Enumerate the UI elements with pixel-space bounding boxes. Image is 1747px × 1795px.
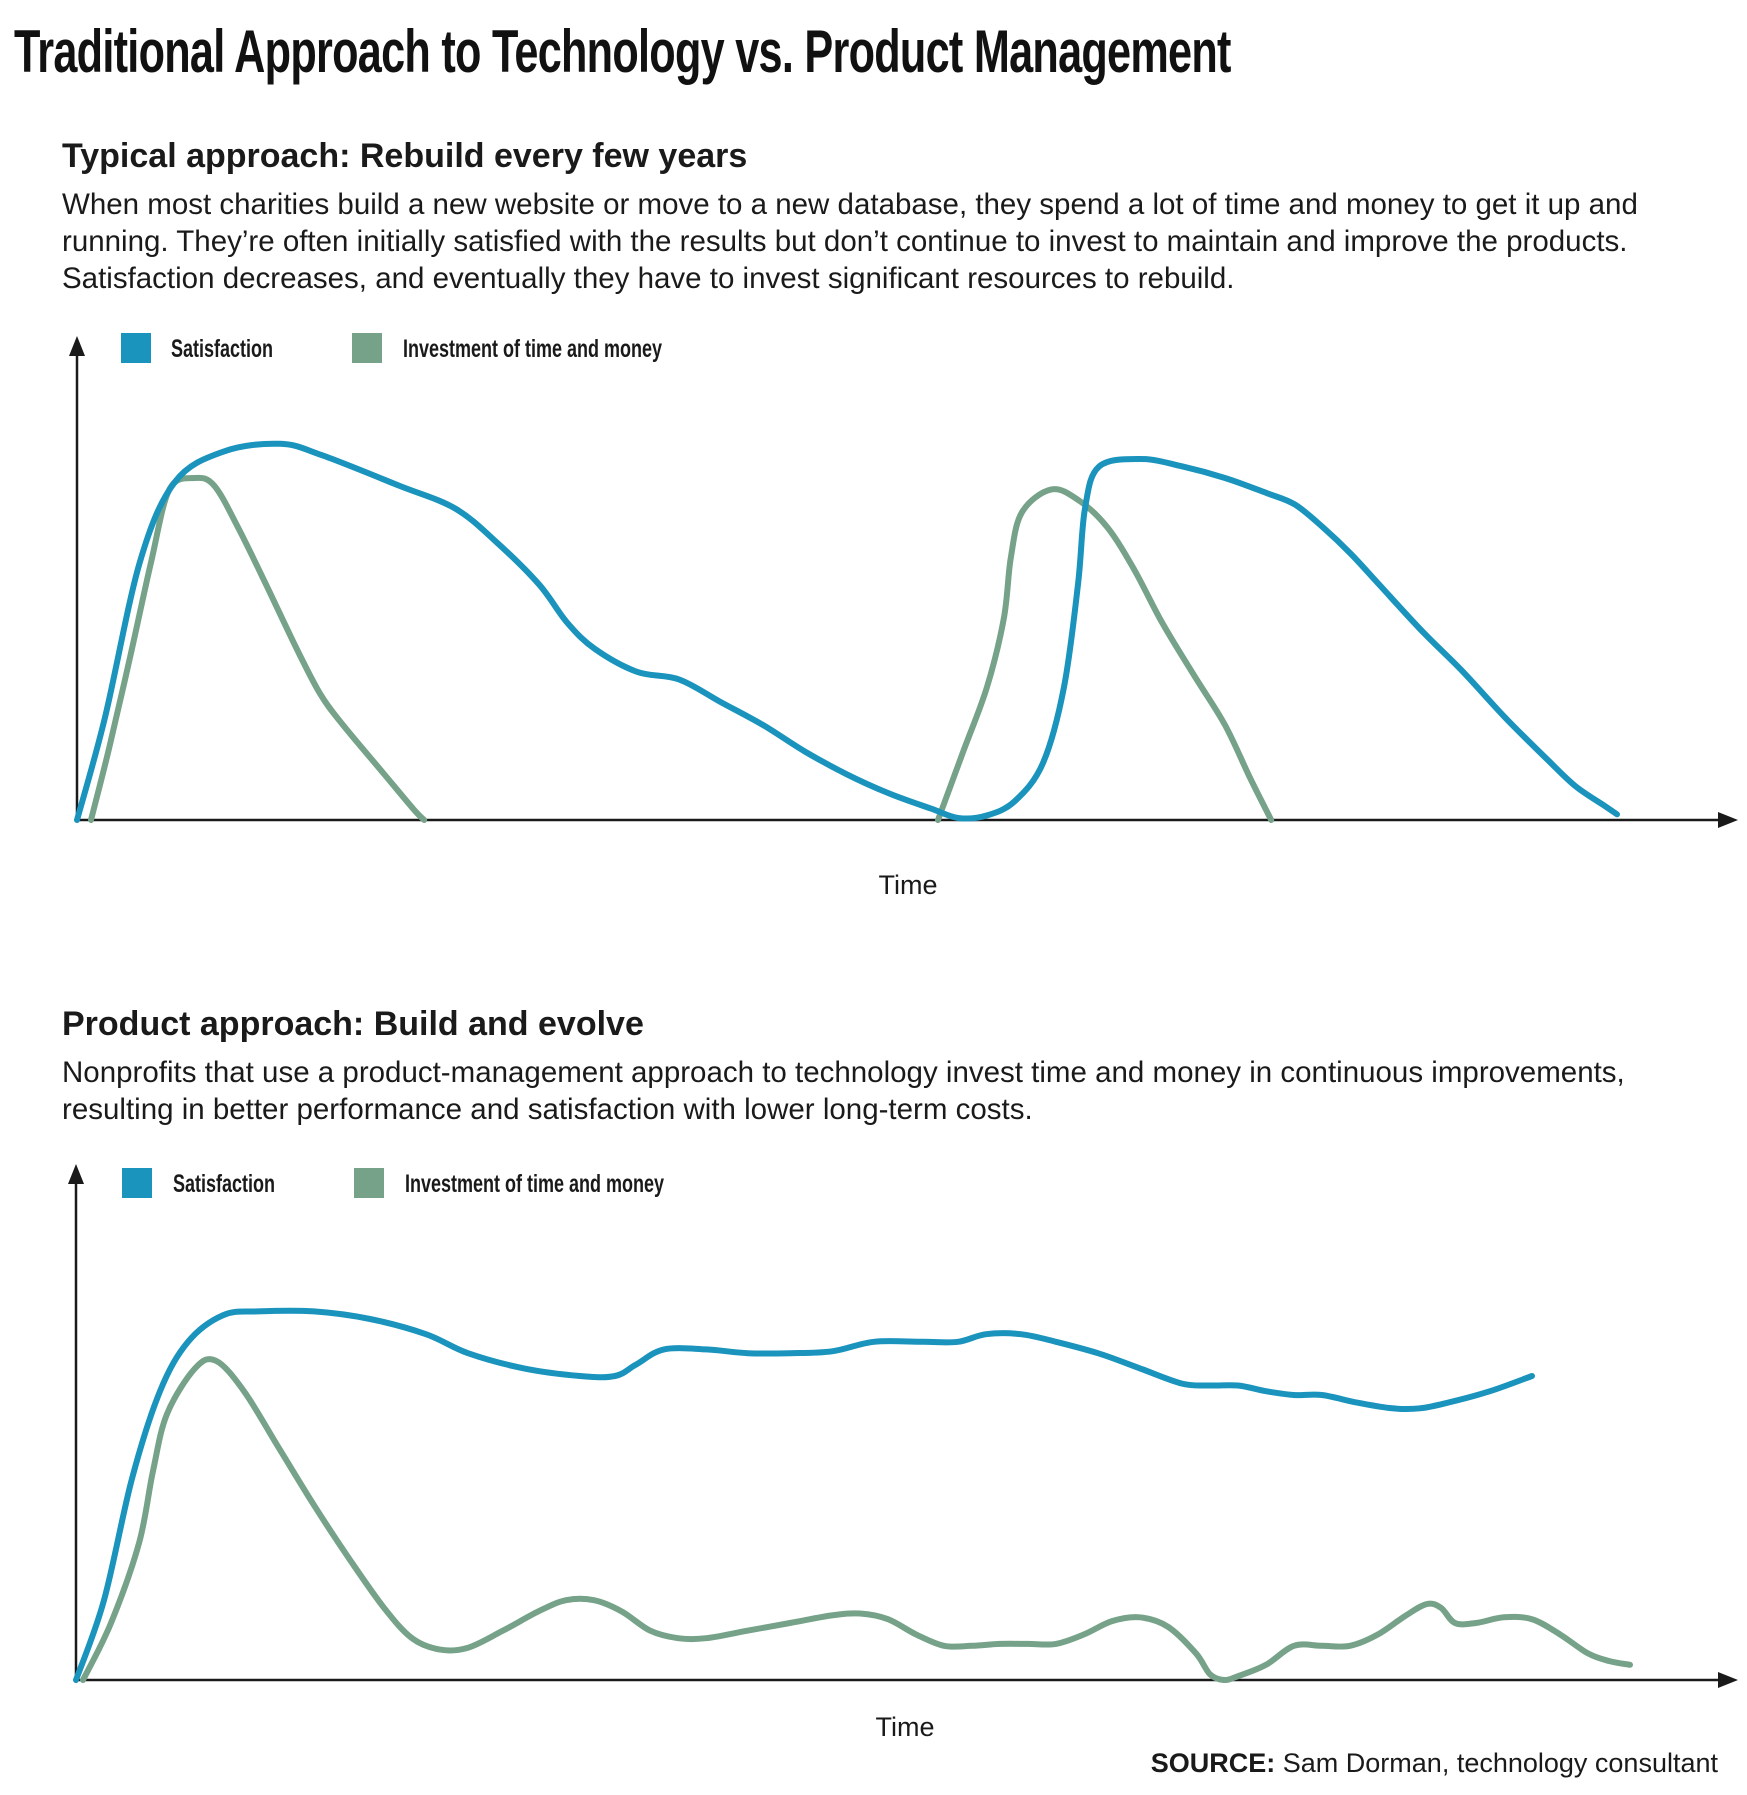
chart2-legend-satisfaction-label: Satisfaction <box>173 1170 276 1198</box>
chart2-legend-investment-swatch <box>354 1168 384 1198</box>
chart1-legend-investment-swatch <box>352 333 382 363</box>
chart1-legend-satisfaction-swatch <box>121 333 151 363</box>
chart1-description: When most charities build a new website … <box>62 188 1638 295</box>
chart2-title: Product approach: Build and evolve <box>62 1005 644 1043</box>
chart2-description: Nonprofits that use a product-management… <box>62 1056 1625 1126</box>
chart1-investment-line-2 <box>935 486 1275 823</box>
chart1-plot <box>69 336 1738 828</box>
chart2-y-axis-arrow <box>68 1164 84 1184</box>
chart2-satisfaction-line-1 <box>73 1307 1535 1683</box>
main-title: Traditional Approach to Technology vs. P… <box>14 18 1231 85</box>
chart1-satisfaction-line-1 <box>74 440 1620 823</box>
source-label: SOURCE: <box>1150 1748 1276 1778</box>
source-note: SOURCE: Sam Dorman, technology consultan… <box>1151 1746 1718 1780</box>
chart1-legend-satisfaction-label: Satisfaction <box>171 335 274 363</box>
source-text: Sam Dorman, technology consultant <box>1282 1748 1718 1778</box>
chart1-x-axis-label: Time <box>878 870 938 900</box>
chart2-plot <box>68 1164 1738 1688</box>
chart1-legend-investment-label: Investment of time and money <box>403 335 663 363</box>
chart1-title: Typical approach: Rebuild every few year… <box>62 137 748 175</box>
chart2-x-axis-label: Time <box>875 1712 935 1742</box>
chart2-investment-line-1 <box>80 1356 1633 1684</box>
chart1-investment-line-1 <box>88 474 428 823</box>
chart2-legend-investment-label: Investment of time and money <box>405 1170 665 1198</box>
chart1-y-axis-arrow <box>69 336 85 356</box>
chart1-x-axis-arrow <box>1718 812 1738 828</box>
chart2-x-axis-arrow <box>1718 1672 1738 1688</box>
chart2-legend-satisfaction-swatch <box>122 1168 152 1198</box>
